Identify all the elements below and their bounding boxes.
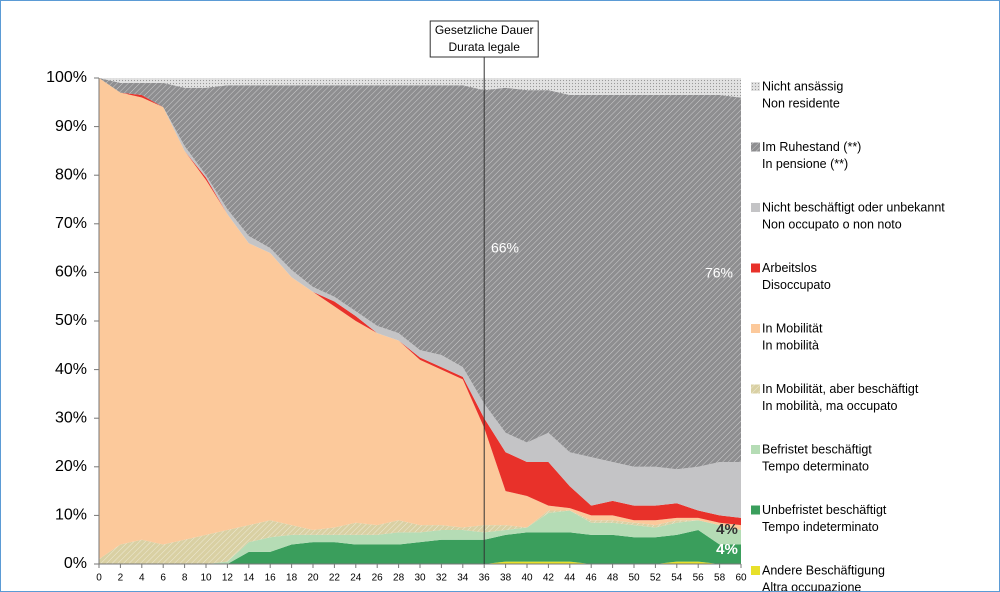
legend-swatch	[751, 324, 760, 333]
x-tick-label: 52	[650, 573, 662, 584]
x-tick-label: 22	[329, 573, 341, 584]
legend-swatch	[751, 445, 760, 454]
x-tick-label: 42	[543, 573, 555, 584]
legend-label: Non residente	[762, 96, 840, 110]
legend-swatch-pattern	[751, 384, 760, 394]
x-tick-label: 36	[479, 573, 491, 584]
x-tick-label: 34	[457, 573, 469, 584]
x-tick-label: 32	[436, 573, 448, 584]
y-tick-label: 30%	[55, 409, 87, 426]
x-tick-label: 4	[139, 573, 145, 584]
y-tick-label: 50%	[55, 312, 87, 329]
annotation: 4%	[716, 521, 738, 538]
legend-swatch-pattern	[751, 82, 760, 91]
x-tick-label: 48	[607, 573, 619, 584]
x-tick-label: 44	[564, 573, 576, 584]
y-tick-label: 60%	[55, 264, 87, 281]
y-tick-label: 90%	[55, 118, 87, 135]
reference-box	[429, 20, 539, 58]
annotation: 66%	[491, 240, 519, 256]
x-tick-label: 46	[586, 573, 598, 584]
x-tick-label: 0	[96, 573, 102, 584]
x-tick-label: 16	[265, 573, 277, 584]
y-tick-label: 0%	[64, 555, 87, 572]
reference-label: Durata legale	[449, 40, 521, 54]
y-tick-label: 40%	[55, 361, 87, 378]
x-tick-label: 14	[243, 573, 255, 584]
x-tick-label: 8	[182, 573, 188, 584]
area	[99, 78, 741, 518]
legend-label: In mobilità, ma occupato	[762, 399, 898, 413]
legend-swatch-pattern	[751, 142, 760, 152]
x-tick-label: 30	[414, 573, 426, 584]
legend-swatch	[751, 203, 760, 212]
x-tick-label: 28	[393, 573, 405, 584]
legend-label: In pensione (**)	[762, 157, 848, 171]
legend-label: In mobilità	[762, 338, 819, 352]
legend-label: Befristet beschäftigt	[762, 442, 872, 456]
annotation: 76%	[705, 265, 733, 281]
legend-label: In Mobilität	[762, 321, 823, 335]
y-tick-label: 70%	[55, 215, 87, 232]
x-tick-label: 12	[222, 573, 234, 584]
x-tick-label: 54	[671, 573, 683, 584]
legend-label: Disoccupato	[762, 278, 831, 292]
legend-swatch	[751, 566, 760, 575]
x-tick-label: 18	[286, 573, 298, 584]
x-tick-label: 38	[500, 573, 512, 584]
x-tick-label: 50	[628, 573, 640, 584]
legend-swatch	[751, 263, 760, 273]
legend-label: Altra occupazione	[762, 580, 861, 591]
y-tick-label: 20%	[55, 458, 87, 475]
y-tick-label: 10%	[55, 507, 87, 524]
legend-label: Im Ruhestand (**)	[762, 140, 861, 154]
legend-label: Unbefristet beschäftigt	[762, 503, 887, 517]
annotation: 4%	[716, 541, 738, 558]
x-tick-label: 10	[200, 573, 212, 584]
x-tick-label: 6	[160, 573, 166, 584]
legend-label: Non occupato o non noto	[762, 217, 902, 231]
legend-swatch	[751, 505, 760, 515]
x-tick-label: 2	[118, 573, 124, 584]
x-tick-label: 20	[307, 573, 319, 584]
y-tick-label: 80%	[55, 166, 87, 183]
x-tick-label: 26	[372, 573, 384, 584]
legend-label: Nicht ansässig	[762, 79, 843, 93]
x-tick-label: 58	[714, 573, 726, 584]
legend-label: Tempo determinato	[762, 459, 869, 473]
x-tick-label: 40	[521, 573, 533, 584]
legend-label: In Mobilität, aber beschäftigt	[762, 382, 919, 396]
legend-label: Nicht beschäftigt oder unbekannt	[762, 200, 945, 214]
legend-label: Andere Beschäftigung	[762, 563, 885, 577]
legend-label: Tempo indeterminato	[762, 520, 879, 534]
reference-label: Gesetzliche Dauer	[435, 23, 534, 37]
y-tick-label: 100%	[46, 69, 87, 86]
x-tick-label: 24	[350, 573, 362, 584]
legend-label: Arbeitslos	[762, 261, 817, 275]
x-tick-label: 56	[693, 573, 705, 584]
x-tick-label: 60	[735, 573, 747, 584]
